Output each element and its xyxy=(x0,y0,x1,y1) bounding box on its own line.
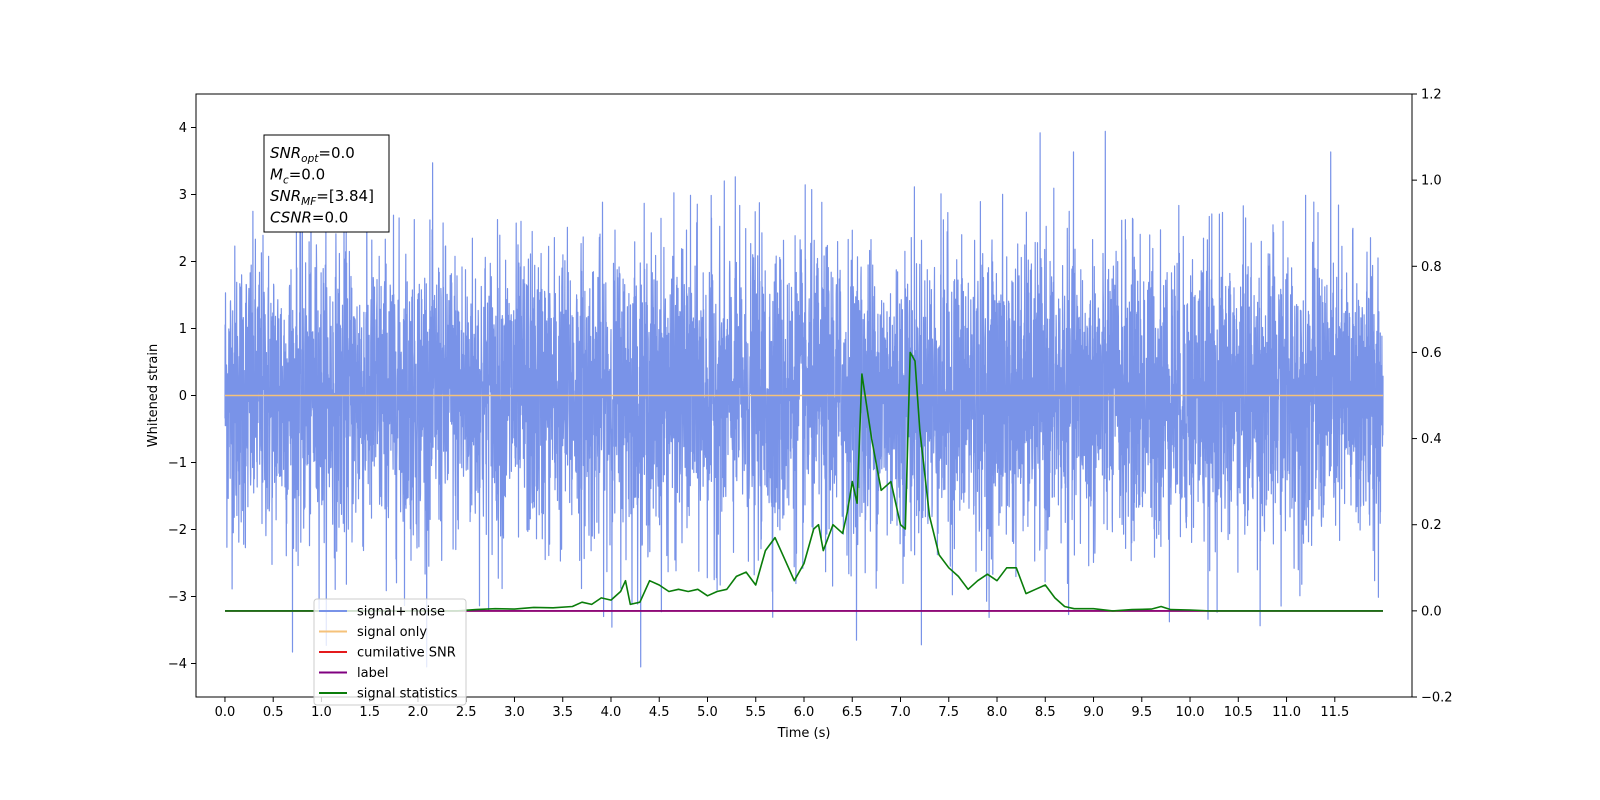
y2-tick-label: 0.0 xyxy=(1421,604,1442,619)
y-tick-label: −3 xyxy=(168,590,187,605)
annotation-line: SNRopt=0.0 xyxy=(270,144,355,165)
annotation-line: SNRMF=[3.84] xyxy=(270,187,374,208)
annotation-frame xyxy=(263,134,390,233)
y-tick-label: 4 xyxy=(179,121,187,136)
annotation-line: CSNR=0.0 xyxy=(270,209,348,227)
annotation-subscript: opt xyxy=(301,153,319,165)
y2-tick-label: 1.0 xyxy=(1421,174,1442,189)
x-tick-label: 10.0 xyxy=(1176,705,1205,720)
legend-entry: cumilative SNR xyxy=(357,646,456,661)
annotation-value: =0.0 xyxy=(318,144,354,162)
x-tick-label: 1.5 xyxy=(359,705,380,720)
y2-tick-label: 0.2 xyxy=(1421,518,1442,533)
y-tick-label: 0 xyxy=(179,389,187,404)
y-tick-label: −1 xyxy=(168,456,187,471)
annotation-symbol: M xyxy=(270,166,283,184)
legend-entry: label xyxy=(357,666,388,681)
annotation-subscript: c xyxy=(283,175,289,187)
annotation-symbol: SNR xyxy=(270,144,301,162)
y2-tick-label: 0.8 xyxy=(1421,260,1442,275)
x-tick-label: 2.0 xyxy=(408,705,429,720)
y2-tick-label: 0.4 xyxy=(1421,432,1442,447)
y-tick-label: −4 xyxy=(168,657,187,672)
annotation-value: =[3.84] xyxy=(316,187,374,205)
annotation-symbol: SNR xyxy=(270,187,301,205)
annotation-value: =0.0 xyxy=(289,166,325,184)
annotation-line: Mc=0.0 xyxy=(270,166,325,187)
x-tick-label: 11.5 xyxy=(1320,705,1349,720)
x-tick-label: 0.5 xyxy=(263,705,284,720)
y-tick-label: 3 xyxy=(179,188,187,203)
x-tick-label: 8.0 xyxy=(987,705,1008,720)
x-tick-label: 5.0 xyxy=(697,705,718,720)
x-tick-label: 0.0 xyxy=(215,705,236,720)
legend-entry: signal+ noise xyxy=(357,605,445,620)
x-tick-label: 8.5 xyxy=(1035,705,1056,720)
y-tick-label: 2 xyxy=(179,255,187,270)
x-tick-label: 9.0 xyxy=(1083,705,1104,720)
series-line-0 xyxy=(224,130,1384,668)
legend: signal+ noise signal only cumilative SNR la… xyxy=(313,598,467,706)
x-tick-label: 6.0 xyxy=(794,705,815,720)
x-tick-label: 7.0 xyxy=(890,705,911,720)
x-tick-label: 4.5 xyxy=(649,705,670,720)
x-tick-label: 5.5 xyxy=(745,705,766,720)
x-tick-label: 6.5 xyxy=(842,705,863,720)
x-tick-label: 7.5 xyxy=(938,705,959,720)
y2-tick-label: −0.2 xyxy=(1421,691,1453,706)
y2-tick-label: 1.2 xyxy=(1421,88,1442,103)
legend-entry: signal statistics xyxy=(357,687,458,702)
x-tick-label: 3.0 xyxy=(504,705,525,720)
x-axis-label: Time (s) xyxy=(777,726,831,741)
legend-entry: signal only xyxy=(357,625,427,640)
x-tick-label: 2.5 xyxy=(456,705,477,720)
legend-frame xyxy=(313,598,467,706)
x-tick-label: 9.5 xyxy=(1131,705,1152,720)
annotation-subscript: MF xyxy=(301,196,317,208)
x-tick-label: 4.0 xyxy=(601,705,622,720)
y-axis-label: Whitened strain xyxy=(146,344,161,447)
x-tick-label: 10.5 xyxy=(1224,705,1253,720)
x-tick-label: 1.0 xyxy=(311,705,332,720)
x-tick-label: 3.5 xyxy=(552,705,573,720)
y-tick-label: −2 xyxy=(168,523,187,538)
y2-tick-label: 0.6 xyxy=(1421,346,1442,361)
x-tick-label: 11.0 xyxy=(1272,705,1301,720)
series-line-4 xyxy=(225,351,1383,612)
annotation-symbol: CSNR xyxy=(270,209,312,227)
annotation-value: =0.0 xyxy=(312,209,348,227)
y-tick-label: 1 xyxy=(179,322,187,337)
